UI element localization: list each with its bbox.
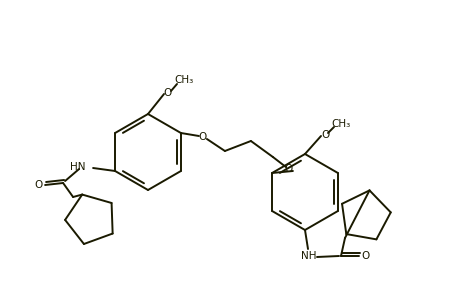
Text: CH₃: CH₃: [331, 119, 350, 129]
Text: O: O: [164, 88, 172, 98]
Text: CH₃: CH₃: [174, 75, 194, 85]
Text: O: O: [362, 251, 370, 261]
Text: NH: NH: [301, 251, 317, 261]
Text: HN: HN: [69, 162, 85, 172]
Text: O: O: [199, 132, 207, 142]
Text: O: O: [285, 164, 293, 174]
Text: O: O: [34, 180, 42, 190]
Text: O: O: [321, 130, 329, 140]
